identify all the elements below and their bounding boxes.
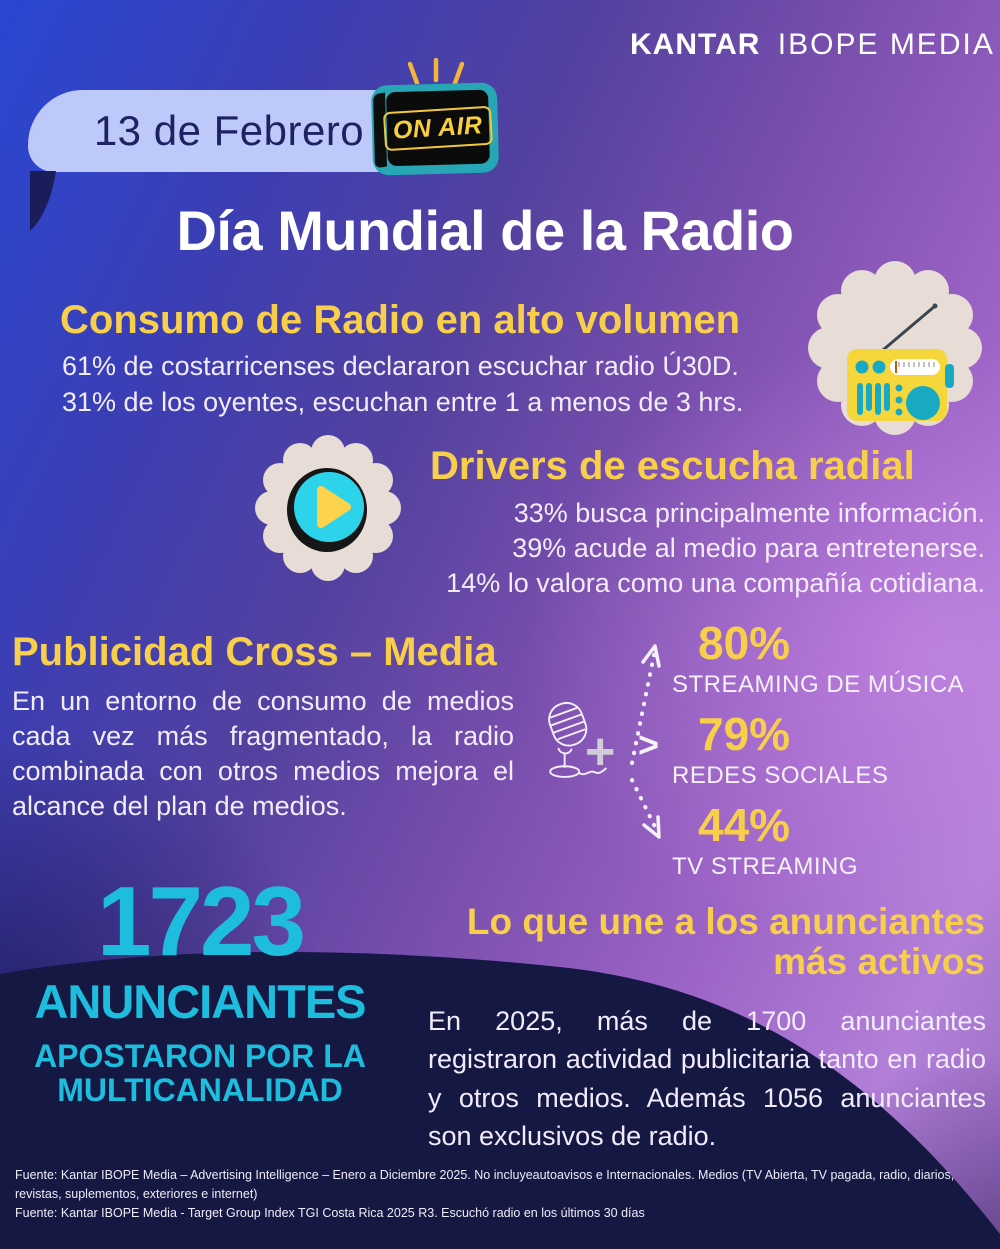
bottom-wave — [0, 951, 1000, 1249]
dotted-arrows — [605, 628, 685, 858]
microphone-icon — [528, 692, 612, 789]
stat-tv-streaming: 44% TV STREAMING — [672, 802, 992, 881]
date-ribbon: 13 de Febrero — [28, 90, 430, 172]
consumo-line2: 31% de los oyentes, escuchan entre 1 a m… — [62, 387, 744, 418]
consumo-heading: Consumo de Radio en alto volumen — [60, 298, 741, 342]
date-label: 13 de Febrero — [93, 107, 365, 154]
tv-screen: ON AIR — [383, 89, 493, 167]
play-icon — [243, 430, 413, 595]
source-line-2: Fuente: Kantar IBOPE Media - Target Grou… — [15, 1205, 645, 1220]
stat-label: REDES SOCIALES — [672, 762, 889, 789]
stat-value: 80% — [698, 617, 791, 669]
cross-media-stat-list: 80% STREAMING DE MÚSICA 79% REDES SOCIAL… — [672, 620, 992, 881]
drivers-stat-2: 39% acude al medio para entretenerse. — [512, 532, 985, 563]
cross-media-body: En un entorno de consumo de medios cada … — [12, 686, 514, 822]
source-line-1: Fuente: Kantar IBOPE Media – Advertising… — [15, 1168, 955, 1201]
drivers-heading: Drivers de escucha radial — [430, 444, 915, 488]
tv-screen-border: ON AIR — [383, 105, 493, 151]
stat-value: 44% — [698, 799, 791, 851]
footer-sources: Fuente: Kantar IBOPE Media – Advertising… — [15, 1166, 990, 1222]
stat-streaming-musica: 80% STREAMING DE MÚSICA — [672, 620, 992, 699]
anunciantes-subtitle: APOSTARON POR LA MULTICANALIDAD — [34, 1038, 366, 1108]
stat-label: TV STREAMING — [672, 853, 859, 880]
consumo-body: 61% de costarricenses declararon escucha… — [62, 348, 743, 420]
logo-ibope-media: IBOPE MEDIA — [777, 28, 995, 61]
tv-frame: ON AIR — [370, 82, 500, 176]
on-air-tv-icon: ON AIR — [370, 58, 504, 182]
drivers-stat-1: 33% busca principalmente información. — [513, 498, 985, 528]
on-air-label: ON AIR — [392, 110, 484, 145]
kantar-ibope-media-logo: KANTAR IBOPE MEDIA — [630, 28, 995, 62]
stat-label: STREAMING DE MÚSICA — [672, 671, 965, 698]
consumo-line1: 61% de costarricenses declararon escucha… — [62, 351, 739, 381]
anunciantes-number: 1723 — [96, 866, 306, 976]
cross-media-heading: Publicidad Cross – Media — [12, 630, 497, 674]
stat-redes-sociales: 79% REDES SOCIALES — [672, 711, 992, 790]
anunciantes-word: ANUNCIANTES — [34, 975, 366, 1028]
rays-icon — [407, 58, 465, 84]
dotted-arrow-up-icon — [630, 648, 657, 765]
drivers-stat-3: 14% lo valora como una compañía cotidian… — [446, 567, 985, 598]
stat-value: 79% — [698, 708, 791, 760]
activos-body: En 2025, más de 1700 anunciantes registr… — [428, 1006, 986, 1151]
plus-icon: + — [585, 723, 616, 781]
logo-kantar: KANTAR — [630, 28, 761, 61]
dotted-arrow-down-icon — [630, 778, 659, 833]
drivers-stats: 33% busca principalmente información. 39… — [446, 496, 985, 600]
activos-heading: Lo que une a los anunciantes más activos — [466, 901, 985, 982]
page-title: Día Mundial de la Radio — [176, 199, 794, 262]
radio-icon — [795, 256, 995, 446]
ribbon-fold — [30, 171, 56, 238]
chevron-right-icon: > — [638, 724, 660, 765]
